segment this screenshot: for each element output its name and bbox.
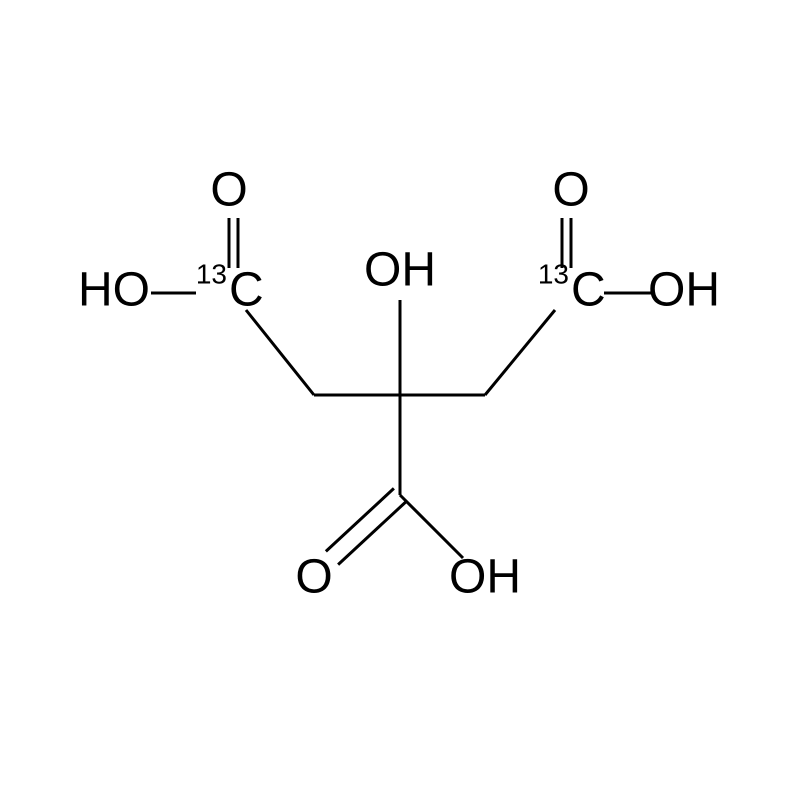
svg-text:C: C <box>571 264 606 317</box>
cacid-oh <box>400 495 463 558</box>
label-ho-left: HO <box>78 264 150 317</box>
cacid-o <box>338 502 406 565</box>
c13l-ch2l <box>246 310 314 395</box>
ch2r-c13r <box>485 310 555 395</box>
label-oh-bottom: OH <box>449 551 521 604</box>
label-oh-center: OH <box>364 244 436 297</box>
svg-text:13: 13 <box>538 259 569 290</box>
label-o-top-right: O <box>552 164 589 217</box>
label-c13-left: 13C <box>196 259 264 317</box>
molecule-diagram: HO13COOH13COOHOOH <box>0 0 800 800</box>
label-c13-right: 13C <box>538 259 606 317</box>
label-oh-right: OH <box>648 264 720 317</box>
label-o-top-left: O <box>210 164 247 217</box>
svg-text:C: C <box>229 264 264 317</box>
svg-text:13: 13 <box>196 259 227 290</box>
label-o-bottom: O <box>295 551 332 604</box>
